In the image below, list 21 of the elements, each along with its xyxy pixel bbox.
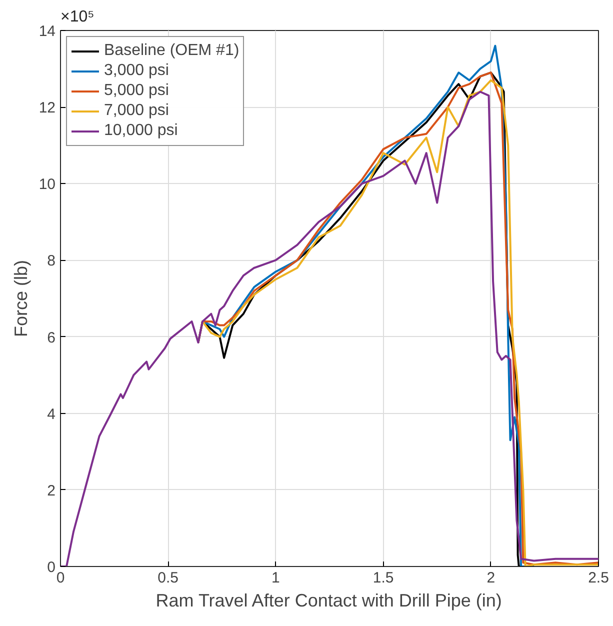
- legend-label: 3,000 psi: [104, 62, 169, 80]
- x-tick-label: 2: [486, 570, 496, 586]
- y-tick-label: 8: [47, 252, 56, 270]
- x-tick-label: 2.5: [588, 570, 609, 586]
- text: ×10⁵: [60, 8, 94, 26]
- x-tick-label: 1: [272, 570, 280, 586]
- y-tick-label: 0: [47, 559, 56, 576]
- y-axis-title: Force (lb): [10, 260, 31, 338]
- x-tick-label: 0.5: [158, 570, 179, 586]
- legend-label: 7,000 psi: [104, 102, 169, 120]
- legend-label: Baseline (OEM #1): [104, 42, 240, 60]
- legend-label: 5,000 psi: [104, 82, 169, 100]
- x-axis-title: Ram Travel After Contact with Drill Pipe (in): [156, 590, 502, 610]
- y-tick-label: 2: [47, 482, 56, 500]
- legend-label: 10,000 psi: [104, 122, 178, 140]
- y-tick-label: 12: [38, 100, 56, 117]
- y-tick-label: 6: [47, 329, 56, 346]
- y-tick-label: 10: [38, 176, 56, 194]
- y-tick-label: 14: [38, 23, 56, 40]
- x-tick-label: 1.5: [372, 570, 394, 586]
- y-tick-label: 4: [47, 406, 56, 423]
